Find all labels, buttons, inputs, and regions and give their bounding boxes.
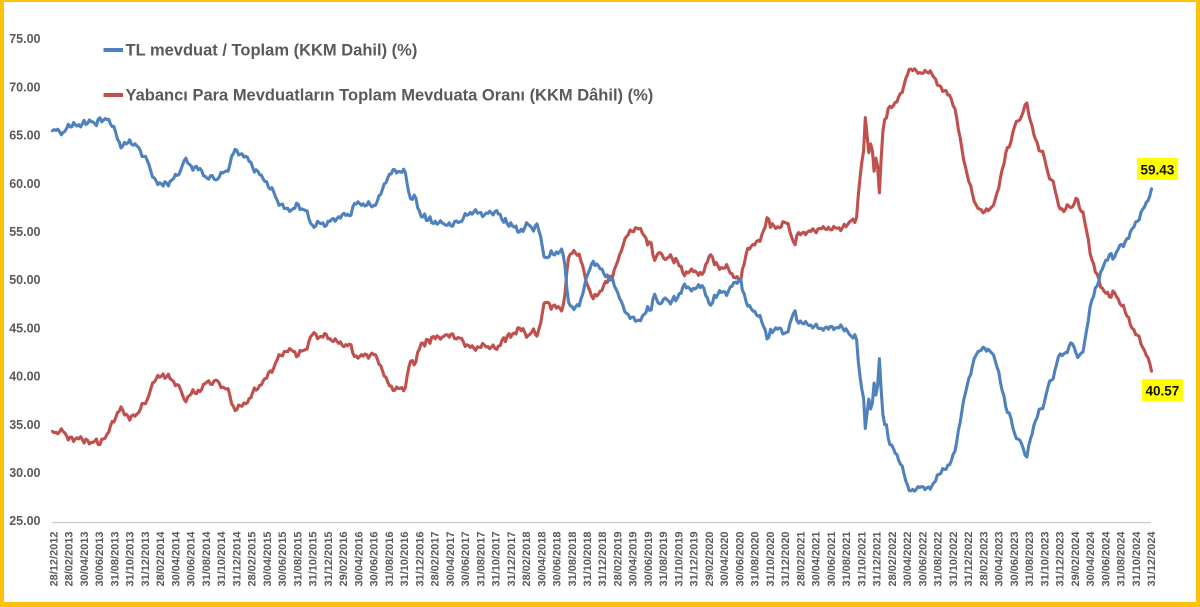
svg-text:28/02/2021: 28/02/2021 [795, 531, 807, 586]
svg-text:31/08/2018: 31/08/2018 [567, 531, 579, 586]
svg-text:31/08/2024: 31/08/2024 [1116, 531, 1128, 587]
svg-text:40.00: 40.00 [9, 370, 40, 384]
svg-text:31/12/2015: 31/12/2015 [323, 531, 335, 586]
svg-text:28/12/2012: 28/12/2012 [49, 531, 61, 586]
svg-text:30/06/2017: 30/06/2017 [460, 531, 472, 586]
svg-text:31/08/2019: 31/08/2019 [658, 531, 670, 586]
svg-text:30/04/2019: 30/04/2019 [628, 531, 640, 586]
svg-text:30/04/2023: 30/04/2023 [994, 531, 1006, 586]
svg-text:31/08/2021: 31/08/2021 [841, 531, 853, 586]
svg-text:31/12/2013: 31/12/2013 [140, 531, 152, 586]
svg-text:31/10/2016: 31/10/2016 [399, 531, 411, 586]
svg-text:30/04/2020: 30/04/2020 [719, 531, 731, 586]
svg-text:30/04/2017: 30/04/2017 [445, 531, 457, 586]
svg-text:45.00: 45.00 [9, 321, 40, 335]
svg-text:31/12/2018: 31/12/2018 [597, 531, 609, 586]
svg-text:31/08/2015: 31/08/2015 [292, 531, 304, 586]
svg-text:31/10/2015: 31/10/2015 [308, 531, 320, 586]
svg-text:31/08/2017: 31/08/2017 [475, 531, 487, 586]
svg-text:28/02/2019: 28/02/2019 [613, 531, 625, 586]
svg-text:30/04/2018: 30/04/2018 [536, 531, 548, 586]
svg-text:30/04/2024: 30/04/2024 [1085, 531, 1097, 587]
svg-text:30/06/2024: 30/06/2024 [1100, 531, 1112, 587]
svg-text:30/06/2022: 30/06/2022 [917, 531, 929, 586]
svg-text:59.43: 59.43 [1141, 163, 1175, 178]
svg-text:31/10/2024: 31/10/2024 [1131, 531, 1143, 587]
svg-text:28/02/2022: 28/02/2022 [887, 531, 899, 586]
svg-text:70.00: 70.00 [9, 80, 40, 94]
svg-text:31/08/2022: 31/08/2022 [933, 531, 945, 586]
svg-text:30/04/2015: 30/04/2015 [262, 531, 274, 586]
svg-text:35.00: 35.00 [9, 418, 40, 432]
svg-text:30/04/2021: 30/04/2021 [811, 531, 823, 586]
svg-text:40.57: 40.57 [1146, 384, 1180, 399]
svg-text:31/08/2013: 31/08/2013 [110, 531, 122, 586]
svg-text:30/04/2016: 30/04/2016 [353, 531, 365, 586]
svg-text:31/10/2022: 31/10/2022 [948, 531, 960, 586]
svg-text:30/06/2021: 30/06/2021 [826, 531, 838, 586]
svg-text:30/06/2019: 30/06/2019 [643, 531, 655, 586]
svg-text:30/04/2022: 30/04/2022 [902, 531, 914, 586]
svg-text:28/02/2017: 28/02/2017 [430, 531, 442, 586]
svg-text:31/12/2024: 31/12/2024 [1146, 531, 1158, 587]
svg-text:30/06/2018: 30/06/2018 [552, 531, 564, 586]
svg-text:31/10/2021: 31/10/2021 [856, 531, 868, 586]
svg-text:31/12/2014: 31/12/2014 [231, 531, 243, 587]
svg-text:75.00: 75.00 [9, 32, 40, 46]
svg-text:30/06/2014: 30/06/2014 [186, 531, 198, 587]
svg-text:65.00: 65.00 [9, 129, 40, 143]
svg-text:55.00: 55.00 [9, 225, 40, 239]
svg-text:Yabancı Para Mevduatların Topl: Yabancı Para Mevduatların Toplam Mevduat… [126, 87, 654, 105]
svg-text:30/04/2013: 30/04/2013 [79, 531, 91, 586]
svg-text:29/02/2024: 29/02/2024 [1070, 531, 1082, 587]
svg-text:31/08/2020: 31/08/2020 [750, 531, 762, 586]
svg-text:31/12/2020: 31/12/2020 [780, 531, 792, 586]
svg-text:28/02/2013: 28/02/2013 [64, 531, 76, 586]
svg-text:31/10/2018: 31/10/2018 [582, 531, 594, 586]
svg-text:31/12/2016: 31/12/2016 [414, 531, 426, 586]
svg-text:28/02/2015: 28/02/2015 [247, 531, 259, 586]
svg-text:31/12/2017: 31/12/2017 [506, 531, 518, 586]
svg-text:31/08/2023: 31/08/2023 [1024, 531, 1036, 586]
svg-text:31/12/2023: 31/12/2023 [1055, 531, 1067, 586]
svg-text:25.00: 25.00 [9, 514, 40, 528]
svg-text:29/02/2016: 29/02/2016 [338, 531, 350, 586]
svg-text:31/08/2014: 31/08/2014 [201, 531, 213, 587]
svg-text:31/12/2019: 31/12/2019 [689, 531, 701, 586]
svg-text:50.00: 50.00 [9, 273, 40, 287]
svg-text:31/10/2017: 31/10/2017 [491, 531, 503, 586]
svg-text:31/12/2021: 31/12/2021 [872, 531, 884, 586]
svg-text:30/06/2013: 30/06/2013 [94, 531, 106, 586]
svg-text:28/02/2014: 28/02/2014 [155, 531, 167, 587]
svg-text:28/02/2023: 28/02/2023 [978, 531, 990, 586]
svg-text:31/12/2022: 31/12/2022 [963, 531, 975, 586]
svg-text:30/06/2015: 30/06/2015 [277, 531, 289, 586]
svg-text:60.00: 60.00 [9, 177, 40, 191]
svg-text:29/02/2020: 29/02/2020 [704, 531, 716, 586]
svg-text:TL mevduat / Toplam (KKM Dahil: TL mevduat / Toplam (KKM Dahil) (%) [126, 42, 418, 60]
svg-text:31/10/2020: 31/10/2020 [765, 531, 777, 586]
svg-text:30/04/2014: 30/04/2014 [170, 531, 182, 587]
svg-text:31/10/2019: 31/10/2019 [674, 531, 686, 586]
svg-text:31/10/2023: 31/10/2023 [1039, 531, 1051, 586]
svg-text:30/06/2016: 30/06/2016 [369, 531, 381, 586]
svg-text:30.00: 30.00 [9, 466, 40, 480]
svg-text:31/10/2014: 31/10/2014 [216, 531, 228, 587]
svg-text:31/08/2016: 31/08/2016 [384, 531, 396, 586]
svg-text:31/10/2013: 31/10/2013 [125, 531, 137, 586]
svg-text:30/06/2020: 30/06/2020 [734, 531, 746, 586]
svg-text:28/02/2018: 28/02/2018 [521, 531, 533, 586]
svg-text:30/06/2023: 30/06/2023 [1009, 531, 1021, 586]
